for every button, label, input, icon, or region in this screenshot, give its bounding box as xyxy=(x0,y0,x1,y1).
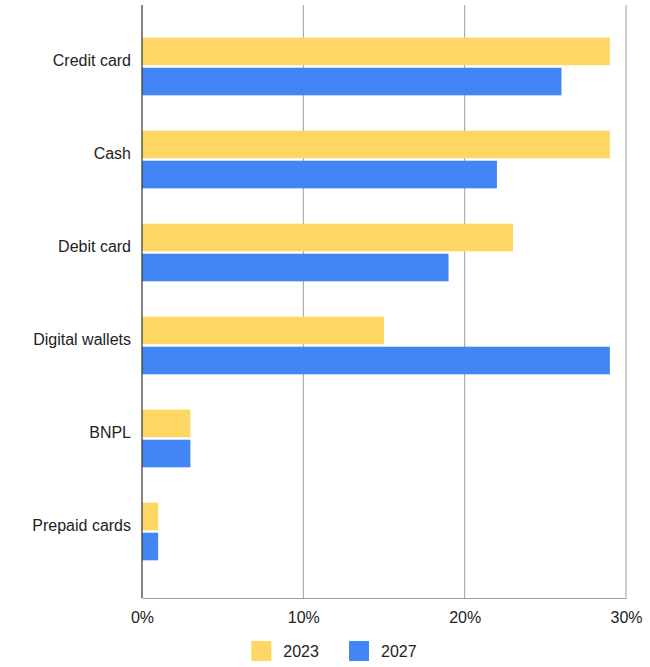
x-tick-label: 0% xyxy=(131,609,154,626)
x-tick-label: 20% xyxy=(449,609,481,626)
y-tick: Credit card xyxy=(53,52,142,69)
y-tick-label: Credit card xyxy=(53,52,131,69)
y-tick-label: Cash xyxy=(94,145,131,162)
y-tick-label: Debit card xyxy=(58,238,131,255)
x-tick: 30% xyxy=(610,598,642,626)
bar xyxy=(142,68,561,96)
bar xyxy=(142,347,610,375)
y-axis: Credit card Cash Debit card Digital wallets… xyxy=(32,52,142,534)
bar xyxy=(142,254,449,282)
bar xyxy=(142,440,190,468)
bar xyxy=(142,161,497,189)
legend-item: 2023 xyxy=(251,641,319,661)
x-tick-label: 30% xyxy=(610,609,642,626)
y-tick-label: Digital wallets xyxy=(33,331,131,348)
x-axis: 0% 10% 20% 30% xyxy=(131,598,643,626)
legend-item: 2027 xyxy=(349,641,417,661)
y-axis-line xyxy=(141,5,142,598)
x-tick: 20% xyxy=(449,598,481,626)
x-tick: 0% xyxy=(131,598,154,626)
y-tick: Cash xyxy=(94,145,142,162)
grid-line xyxy=(626,5,627,598)
bar xyxy=(142,503,158,531)
bar xyxy=(142,410,190,438)
y-tick-label: Prepaid cards xyxy=(32,517,131,534)
bars xyxy=(142,38,610,561)
bar xyxy=(142,224,513,252)
y-tick-label: BNPL xyxy=(89,424,131,441)
bar xyxy=(142,38,610,66)
legend-swatch xyxy=(349,641,369,661)
legend-label: 2027 xyxy=(381,643,417,660)
y-tick: Debit card xyxy=(58,238,142,255)
legend-swatch xyxy=(251,641,271,661)
bar xyxy=(142,131,610,159)
x-axis-line xyxy=(143,598,627,599)
chart: 0% 10% 20% 30% Credit card Cash Debit card Digi… xyxy=(0,0,650,667)
x-tick-label: 10% xyxy=(288,609,320,626)
y-tick: Prepaid cards xyxy=(32,517,142,534)
bar xyxy=(142,317,384,345)
legend-label: 2023 xyxy=(283,643,319,660)
y-tick: Digital wallets xyxy=(33,331,142,348)
x-tick: 10% xyxy=(288,598,320,626)
y-tick: BNPL xyxy=(89,424,142,441)
legend: 2023 2027 xyxy=(251,641,416,661)
bar xyxy=(142,533,158,561)
